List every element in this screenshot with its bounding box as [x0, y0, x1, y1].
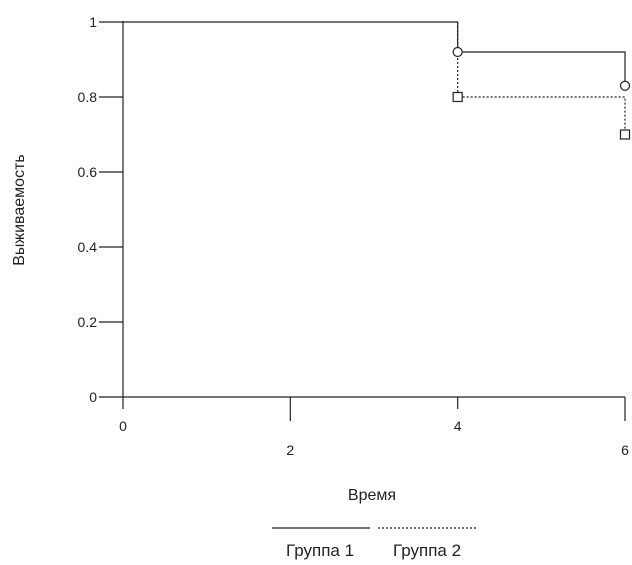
censor-marker-circle [452, 46, 463, 58]
legend: Группа 1 Группа 2 [272, 527, 476, 560]
axes [122, 21, 625, 398]
x-tick-label: 6 [621, 442, 629, 458]
markers [452, 46, 631, 140]
x-tick-label: 2 [286, 442, 294, 458]
y-tick-label: 0.6 [78, 164, 98, 180]
x-tick-label: 4 [454, 418, 462, 434]
y-tick-label: 0.8 [78, 89, 98, 105]
series-line-group-2 [457, 22, 626, 135]
y-tick-label: 0.2 [78, 314, 98, 330]
legend-label-group-2: Группа 2 [393, 541, 461, 560]
legend-label-group-1: Группа 1 [286, 541, 354, 560]
censor-marker-square [619, 129, 631, 140]
y-axis-title: Выживаемость [11, 154, 28, 266]
series-line-group-1 [123, 21, 626, 86]
censor-marker-circle [619, 80, 631, 91]
y-tick-label: 0 [89, 389, 97, 405]
ticks: 0 0.2 0.4 0.6 0.8 1 0 2 4 6 [78, 14, 630, 458]
x-tick-label: 0 [119, 418, 127, 434]
censor-marker-square [452, 91, 463, 103]
series-layer [123, 21, 626, 135]
x-axis-title: Время [348, 487, 396, 504]
y-tick-label: 1 [89, 14, 97, 30]
y-tick-label: 0.4 [78, 239, 98, 255]
